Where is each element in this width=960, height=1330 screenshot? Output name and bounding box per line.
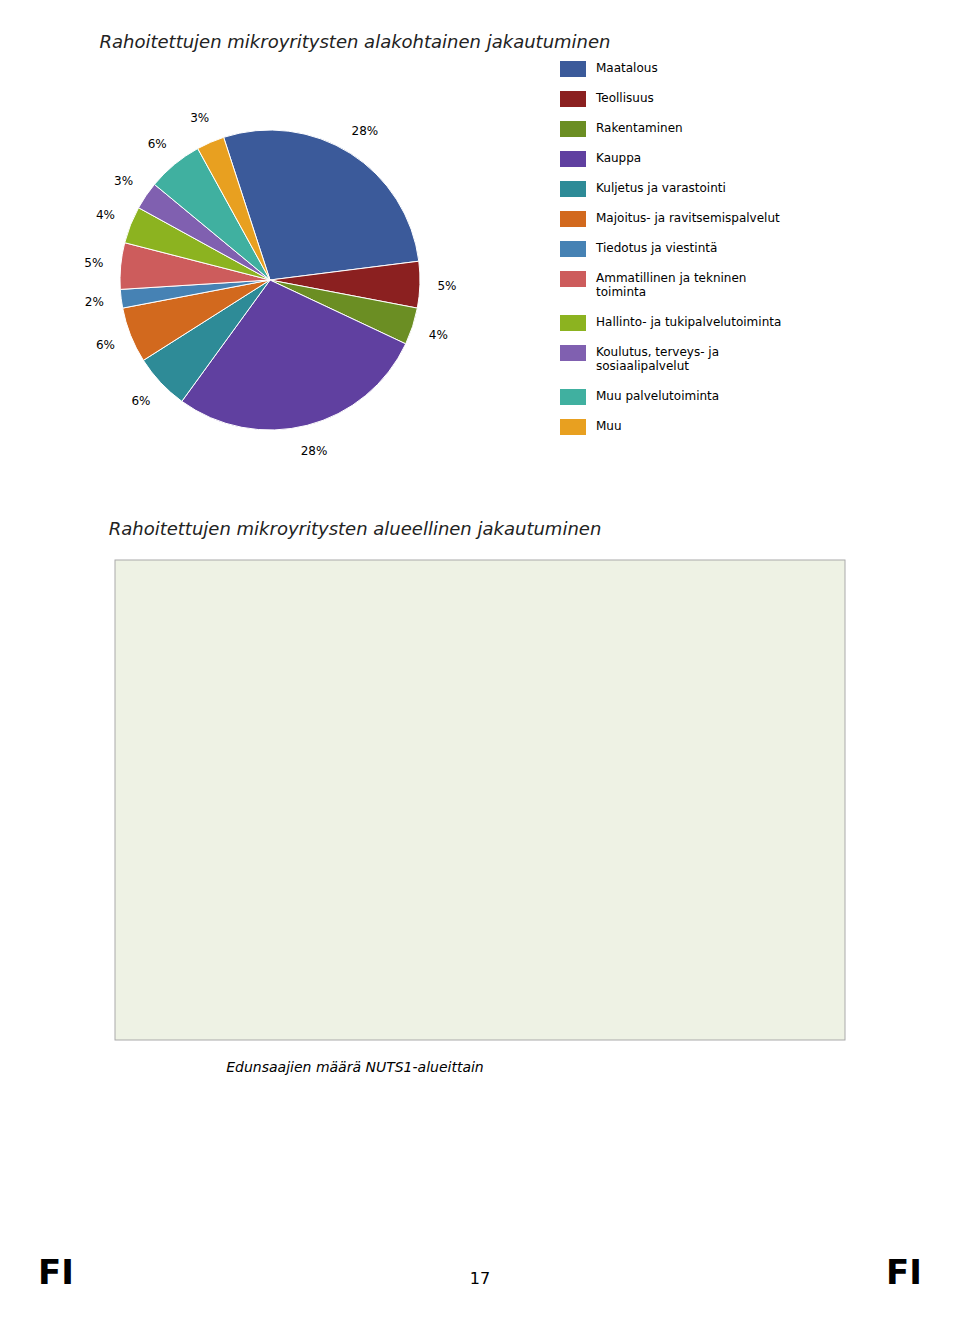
legend-label: Teollisuus [595,91,654,105]
annotation: Edunsaajien määrä NUTS1-alueittain [226,1059,484,1075]
legend-label: Kauppa [596,151,641,165]
legend-swatch [560,151,586,167]
legend-swatch [560,419,586,435]
background [0,0,960,1330]
data-label: 5% [437,279,456,293]
legend-swatch [560,121,586,137]
data-label: 28% [352,124,379,138]
data-label: 2% [85,295,104,309]
legend-swatch [560,61,586,77]
data-label: 3% [114,174,133,188]
legend-swatch [560,181,586,197]
pie [120,130,420,430]
legend-label: Ammatillinen ja tekninentoiminta [596,271,746,299]
data-label: 6% [148,137,167,151]
chart-root: Rahoitettujen mikroyritysten alakohtaine… [0,0,960,1330]
pie-slice [198,137,270,280]
annotation: 17 [470,1269,490,1288]
annotation: FI [38,1252,74,1292]
legend-swatch [560,345,586,361]
data-label: 6% [96,338,115,352]
legend-label: Hallinto- ja tukipalvelutoiminta [596,315,781,329]
title: Rahoitettujen mikroyritysten alakohtaine… [100,31,611,52]
data-label: 3% [190,111,209,125]
data-label: 4% [96,208,115,222]
legend-swatch [560,271,586,287]
legend-swatch [560,211,586,227]
legend-label: Tiedotus ja viestintä [595,241,717,255]
data-label: 5% [84,256,103,270]
chart-svg: Rahoitettujen mikroyritysten alakohtaine… [0,0,960,1330]
legend: Maatalous Teollisuus Rakentaminen Kauppa Kul… [560,61,781,435]
annotation: FI [886,1252,922,1292]
legend-label: Majoitus- ja ravitsemispalvelut [596,211,780,225]
legend-swatch [560,389,586,405]
legend-swatch [560,241,586,257]
data-label: 28% [301,444,328,458]
legend-label: Rakentaminen [596,121,683,135]
data-label: 6% [131,394,150,408]
legend-label: Muu [596,419,622,433]
legend-swatch [560,315,586,331]
legend-label: Muu palvelutoiminta [596,389,719,403]
pie-labels: 28% 5% 4% 28% 6% 6% 2% 5% 4% 3% 6% 3% [84,111,456,459]
legend-label: Kuljetus ja varastointi [596,181,726,195]
legend-label: Koulutus, terveys- jasosiaalipalvelut [596,345,719,373]
map-area [115,560,845,1040]
legend-swatch [560,91,586,107]
data-label: 4% [429,328,448,342]
subtitle: Rahoitettujen mikroyritysten alueellinen… [109,518,602,539]
legend-label: Maatalous [596,61,658,75]
